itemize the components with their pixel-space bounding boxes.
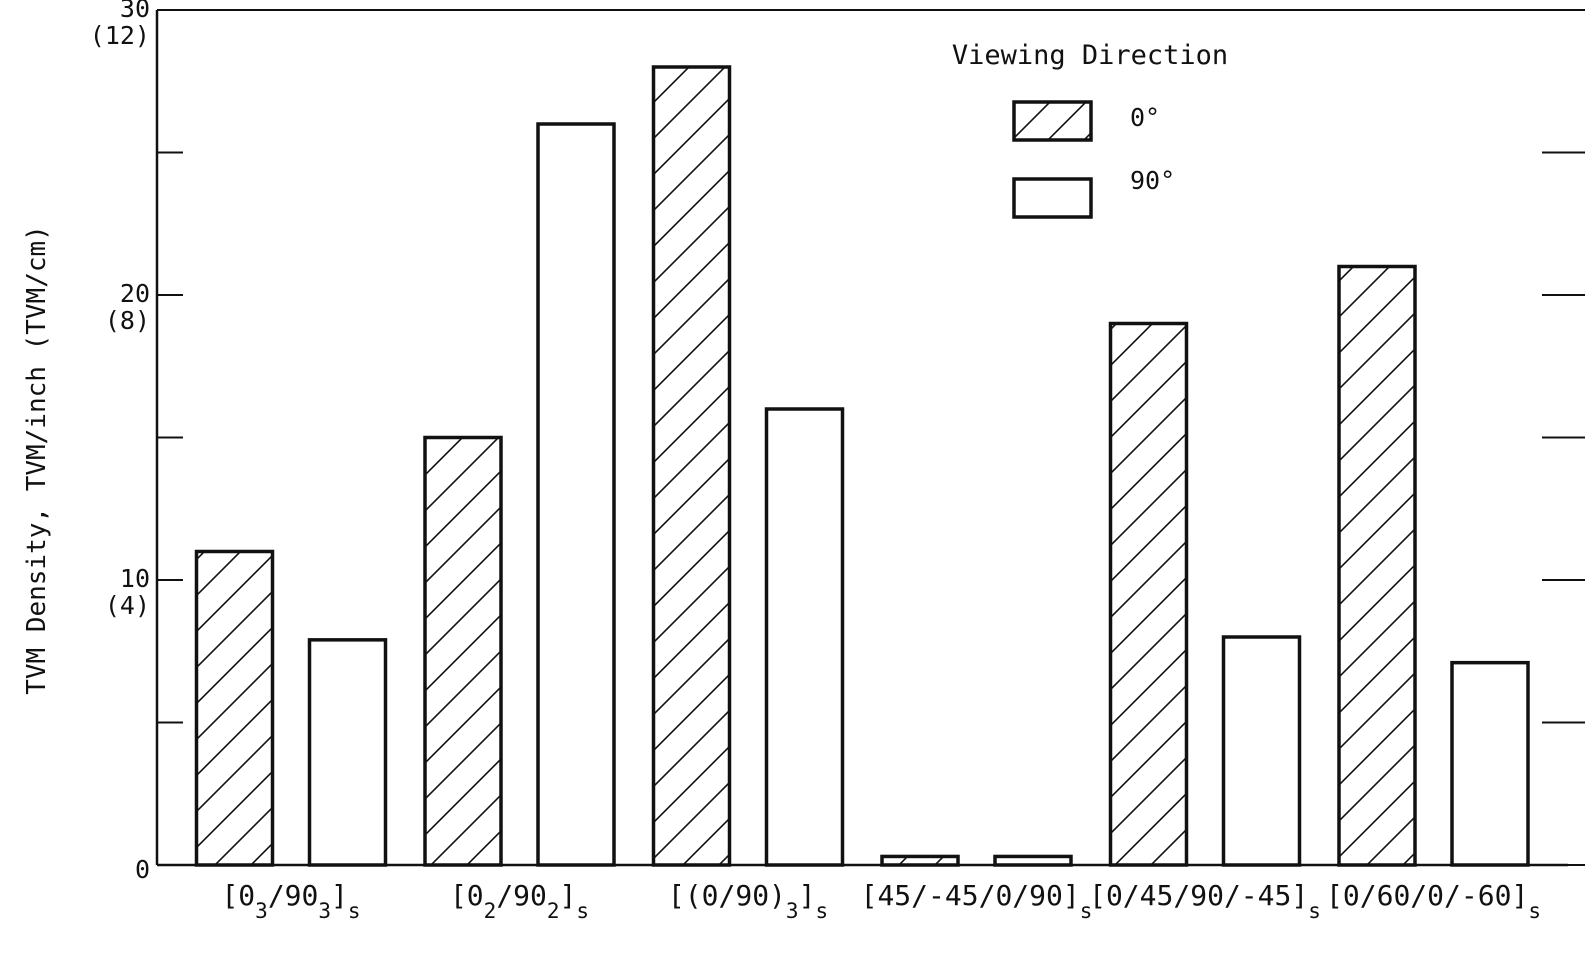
x-category-label-text: [0/45/90/-45]: [1089, 879, 1308, 912]
y-tick-label: 0: [135, 855, 150, 884]
x-category-label: [03/903]s: [221, 879, 360, 923]
bar-90deg: [1221, 635, 1302, 867]
x-category-label-text: [45/-45/0/90]: [861, 879, 1080, 912]
x-category-subscript: s: [815, 899, 828, 923]
bar-hatch-fill: [1339, 266, 1415, 865]
x-category-subscript: s: [1528, 899, 1541, 923]
legend-swatch-0deg: [1012, 100, 1093, 142]
bar-90deg: [764, 407, 845, 867]
legend-label: 0°: [1130, 103, 1160, 132]
bar-90deg: [993, 854, 1073, 867]
x-category-label-text: [0: [221, 879, 255, 912]
x-category-label-text: ]: [799, 879, 816, 912]
bar-0deg: [1337, 264, 1417, 867]
legend-swatch-90deg: [1012, 177, 1093, 219]
bar-fill: [309, 639, 386, 865]
x-category-subscript: 3: [786, 899, 799, 923]
bar-90deg: [1450, 660, 1530, 867]
bar-hatch-fill: [653, 67, 730, 865]
bar-hatch-fill: [882, 856, 958, 865]
legend-title: Viewing Direction: [952, 40, 1228, 71]
x-category-label: [0/60/0/-60]s: [1326, 879, 1541, 923]
x-category-subscript: 2: [484, 899, 497, 923]
x-category-subscript: s: [1308, 899, 1321, 923]
bar-90deg: [307, 638, 388, 867]
y-tick-label: 20: [120, 279, 150, 308]
x-category-label-text: /90: [496, 879, 547, 912]
bar-hatch-fill: [196, 551, 273, 865]
x-category-label: [0/45/90/-45]s: [1089, 879, 1321, 923]
bar-0deg: [651, 65, 732, 867]
bar-fill: [538, 124, 614, 865]
x-category-label-text: ]: [331, 879, 348, 912]
x-category-subscript: s: [576, 899, 589, 923]
bar-0deg: [1108, 321, 1189, 867]
legend-swatch-fill: [1014, 179, 1091, 217]
x-category-label-text: ]: [560, 879, 577, 912]
x-category-label-text: [0: [450, 879, 484, 912]
x-category-subscript: 3: [318, 899, 331, 923]
bar-90deg: [536, 122, 616, 867]
x-category-label-text: [0/60/0/-60]: [1326, 879, 1528, 912]
x-category-label: [(0/90)3]s: [668, 879, 828, 923]
y-tick-label-secondary: (4): [105, 591, 150, 620]
x-category-subscript: s: [348, 899, 361, 923]
y-tick-label: 30: [120, 0, 150, 23]
y-axis-title: TVM Density, TVM/inch (TVM/cm): [22, 225, 52, 695]
bar-hatch-fill: [1110, 323, 1187, 865]
x-category-label-text: [(0/90): [668, 879, 786, 912]
y-tick-label: 10: [120, 564, 150, 593]
y-tick-label-secondary: (8): [105, 306, 150, 335]
x-category-subscript: 2: [547, 899, 560, 923]
x-category-label: [02/902]s: [450, 879, 589, 923]
bar-fill: [995, 856, 1071, 865]
bar-0deg: [880, 854, 960, 867]
bar-0deg: [194, 549, 275, 867]
x-category-label-text: /90: [268, 879, 319, 912]
legend-label: 90°: [1130, 166, 1175, 195]
x-category-subscript: 3: [255, 899, 268, 923]
y-tick-label-secondary: (12): [90, 21, 150, 50]
x-category-label: [45/-45/0/90]s: [861, 879, 1093, 923]
x-category-subscript: s: [1080, 899, 1093, 923]
bar-0deg: [423, 435, 503, 867]
bar-fill: [766, 409, 843, 865]
bar-hatch-fill: [425, 437, 501, 865]
legend-swatch-hatch-fill: [1014, 102, 1091, 140]
bar-fill: [1223, 637, 1300, 865]
bar-fill: [1452, 662, 1528, 865]
